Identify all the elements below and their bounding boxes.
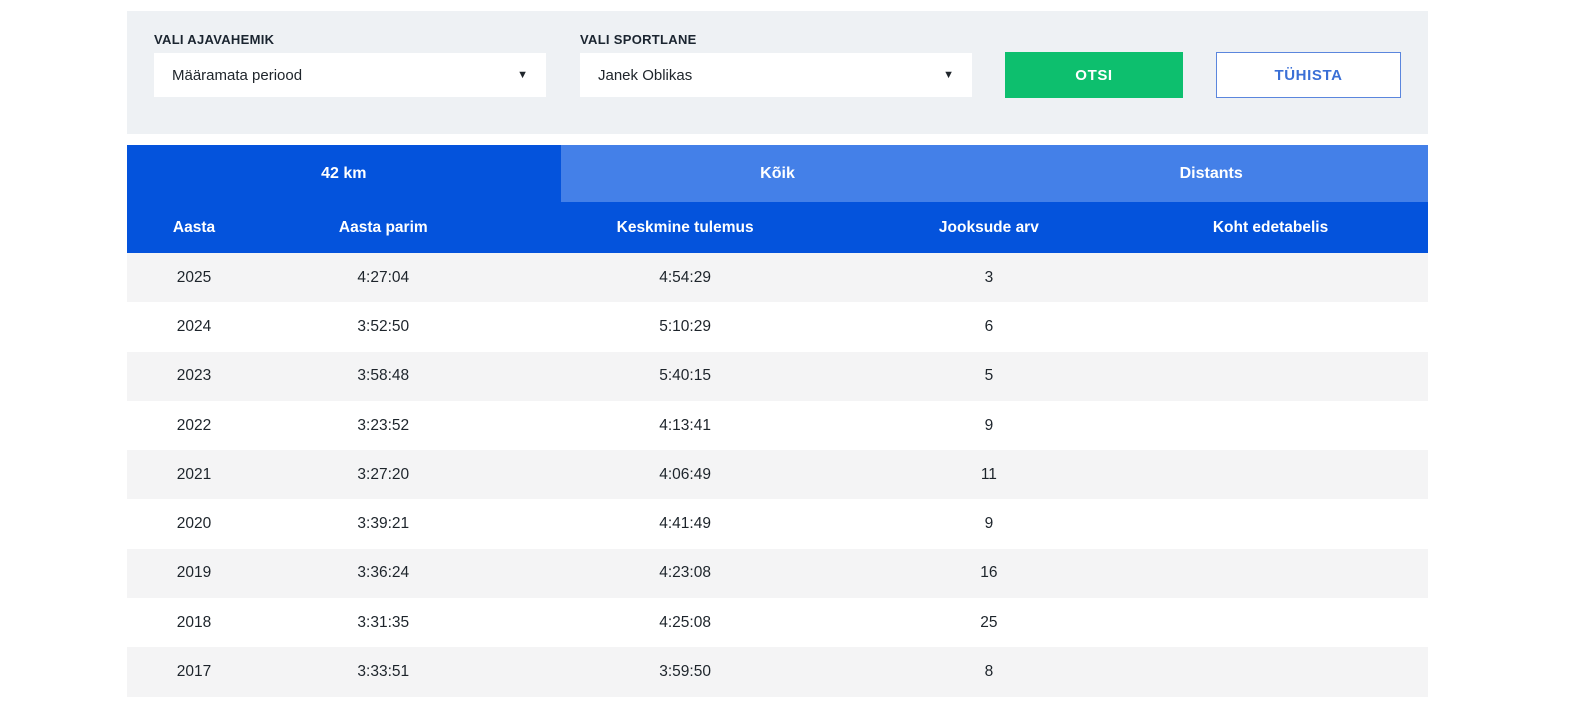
table-cell: 2021	[176, 465, 212, 483]
table-cell: 3:33:51	[357, 663, 410, 681]
period-select-value: Määramata periood	[172, 66, 303, 84]
table-cell: 2020	[176, 515, 212, 533]
column-header-keskmine-tulemus: Keskmine tulemus	[616, 218, 754, 236]
period-select[interactable]: Määramata periood ▼	[154, 53, 546, 97]
distance-tabs: 42 km Kõik Distants	[127, 145, 1429, 202]
table-cell: 4:27:04	[357, 268, 410, 286]
tab-koik[interactable]: Kõik	[560, 145, 995, 202]
athlete-field-group: VALI SPORTLANE Janek Oblikas ▼	[580, 32, 972, 97]
period-label: VALI AJAVAHEMIK	[154, 32, 275, 47]
table-cell: 9	[984, 515, 994, 533]
column-header-aasta-parim: Aasta parim	[338, 218, 428, 236]
table-cell: 4:23:08	[659, 564, 711, 582]
table-cell: 4:13:41	[659, 416, 711, 434]
table-cell: 2019	[176, 564, 212, 582]
chevron-down-icon: ▼	[943, 69, 954, 81]
table-cell: 3:36:24	[357, 564, 410, 582]
table-cell: 2024	[176, 317, 212, 335]
table-cell: 8	[984, 663, 994, 681]
table-cell: 2018	[176, 613, 212, 631]
table-cell: 16	[980, 564, 998, 582]
table-cell: 4:25:08	[659, 613, 711, 631]
athlete-select[interactable]: Janek Oblikas ▼	[580, 53, 972, 97]
table-cell: 3:23:52	[357, 416, 410, 434]
chevron-down-icon: ▼	[517, 69, 528, 81]
table-row: 2025 4:27:04 4:54:29 3	[127, 253, 1428, 303]
table-row: 2021 3:27:20 4:06:49 11	[127, 450, 1428, 500]
table-cell: 3:31:35	[357, 613, 410, 631]
table-cell: 5:10:29	[659, 317, 711, 335]
table-cell: 5	[984, 367, 994, 385]
column-header-koht-edetabelis: Koht edetabelis	[1212, 218, 1329, 236]
period-field-group: VALI AJAVAHEMIK Määramata periood ▼	[154, 32, 546, 97]
table-cell: 25	[980, 613, 998, 631]
table-row: 2020 3:39:21 4:41:49 9	[127, 499, 1428, 549]
table-cell: 6	[984, 317, 994, 335]
table-row: 2019 3:36:24 4:23:08 16	[127, 548, 1428, 599]
table-row: 2017 3:33:51 3:59:50 8	[127, 647, 1428, 697]
table-row: 2023 3:58:48 5:40:15 5	[127, 351, 1428, 401]
column-header-aasta: Aasta	[172, 218, 216, 236]
table-cell: 3:52:50	[357, 317, 410, 335]
table-row: 2022 3:23:52 4:13:41 9	[127, 400, 1428, 451]
main-container: VALI AJAVAHEMIK Määramata periood ▼ VALI…	[127, 11, 1429, 697]
cancel-button[interactable]: TÜHISTA	[1216, 52, 1401, 98]
table-cell: 3	[984, 268, 994, 286]
table-header-row: Aasta Aasta parim Keskmine tulemus Jooks…	[127, 202, 1428, 253]
table-cell: 3:58:48	[357, 367, 410, 385]
table-cell: 3:39:21	[357, 515, 410, 533]
table-cell: 4:54:29	[659, 268, 711, 286]
athlete-select-value: Janek Oblikas	[598, 66, 693, 84]
athlete-label: VALI SPORTLANE	[580, 32, 697, 47]
table-cell: 9	[984, 416, 994, 434]
table-cell: 4:41:49	[659, 515, 711, 533]
search-button[interactable]: OTSI	[1005, 52, 1183, 98]
filter-panel: VALI AJAVAHEMIK Määramata periood ▼ VALI…	[127, 11, 1428, 134]
table-cell: 3:27:20	[357, 465, 410, 483]
table-cell: 3:59:50	[659, 663, 711, 681]
table-cell: 2023	[176, 367, 212, 385]
table-cell: 11	[980, 465, 997, 483]
tab-42km[interactable]: 42 km	[127, 145, 561, 202]
column-header-jooksude-arv: Jooksude arv	[938, 218, 1039, 236]
table-body: 2025 4:27:04 4:54:29 3 2024 3:52:50 5:10:29 6 20…	[127, 253, 1428, 697]
table-cell: 2022	[176, 416, 212, 434]
table-cell: 4:06:49	[659, 465, 711, 483]
table-cell: 5:40:15	[659, 367, 711, 385]
table-cell: 2025	[176, 268, 212, 286]
table-row: 2024 3:52:50 5:10:29 6	[127, 302, 1428, 352]
table-cell: 2017	[176, 663, 212, 681]
table-row: 2018 3:31:35 4:25:08 25	[127, 598, 1428, 648]
tab-distants[interactable]: Distants	[994, 145, 1429, 202]
